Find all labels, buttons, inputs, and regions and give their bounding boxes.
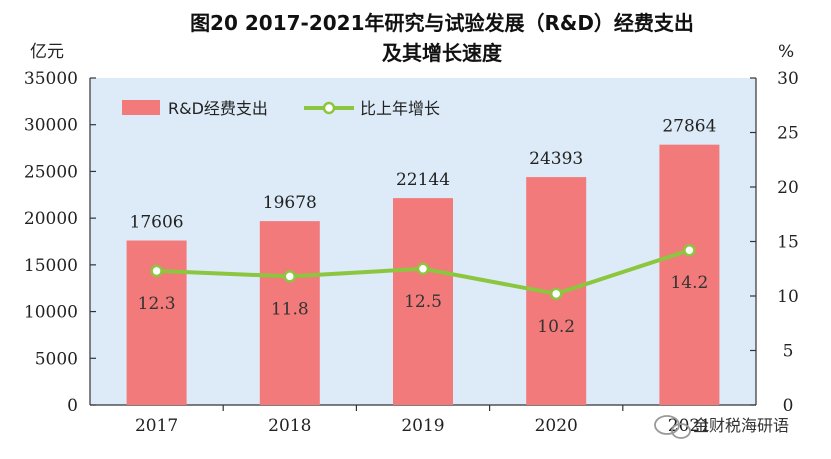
- growth-point: [283, 270, 297, 283]
- x-axis: 2017 2018 2019 2020 2021: [90, 404, 756, 436]
- wechat-icon-small-bubble: [671, 423, 691, 439]
- growth-value-label: 14.2: [670, 273, 708, 293]
- right-axis-unit: %: [778, 42, 794, 62]
- bar: [393, 198, 453, 405]
- bar-value-label: 22144: [396, 170, 450, 190]
- chart-title-line-2: 及其增长速度: [382, 41, 503, 65]
- legend-line-marker: [322, 101, 336, 115]
- left-axis-unit: 亿元: [30, 42, 64, 62]
- line-series: 12.3 11.8 12.5 10.2 14.2: [138, 243, 708, 337]
- left-axis: 0 5000 10000 15000 20000 25000 30000 35000: [24, 69, 96, 416]
- watermark-text: 金财税海研语: [693, 416, 789, 435]
- bar-series: 17606 19678 22144 24393 27864: [126, 117, 720, 405]
- left-tick-label: 30000: [24, 116, 78, 136]
- growth-value-label: 10.2: [537, 317, 575, 337]
- growth-point: [549, 287, 563, 301]
- left-tick-label: 0: [67, 396, 78, 416]
- watermark: 金财税海研语: [654, 415, 789, 439]
- right-tick-label: 15: [777, 233, 799, 253]
- right-tick-label: 30: [777, 69, 799, 89]
- legend-bar-swatch: [122, 100, 160, 115]
- legend: R&D经费支出 比上年增长: [122, 99, 440, 118]
- growth-point: [150, 264, 163, 278]
- right-tick-label: 5: [783, 342, 794, 362]
- bar-value-label: 17606: [130, 213, 184, 233]
- left-tick-label: 5000: [35, 349, 78, 369]
- legend-line-label: 比上年增长: [360, 99, 440, 118]
- x-tick-label: 2019: [401, 416, 444, 436]
- x-tick-label: 2020: [535, 416, 578, 436]
- growth-point: [416, 262, 430, 275]
- right-tick-label: 10: [777, 287, 799, 307]
- right-tick-label: 20: [777, 178, 799, 198]
- legend-bar-label: R&D经费支出: [168, 99, 268, 118]
- bar-value-label: 24393: [529, 149, 583, 169]
- right-tick-label: 25: [777, 124, 799, 144]
- left-tick-label: 35000: [24, 69, 78, 89]
- right-tick-label: 0: [783, 396, 794, 416]
- growth-value-label: 12.3: [138, 294, 176, 314]
- bar: [659, 144, 720, 405]
- chart-title-line-1: 图20 2017-2021年研究与试验发展（R&D）经费支出: [190, 11, 694, 35]
- growth-point: [683, 243, 696, 257]
- growth-value-label: 12.5: [404, 292, 442, 312]
- growth-value-label: 11.8: [271, 299, 309, 319]
- x-tick-label: 2017: [135, 416, 178, 436]
- left-tick-label: 25000: [24, 162, 78, 182]
- x-tick-label: 2018: [268, 416, 311, 436]
- left-tick-label: 15000: [24, 256, 78, 276]
- bar: [259, 221, 320, 405]
- left-tick-label: 20000: [24, 209, 78, 229]
- right-axis: 0 5 10 15 20 25 30: [750, 69, 799, 416]
- left-tick-label: 10000: [24, 303, 78, 323]
- bar-value-label: 19678: [263, 193, 317, 213]
- bar-value-label: 27864: [662, 117, 716, 137]
